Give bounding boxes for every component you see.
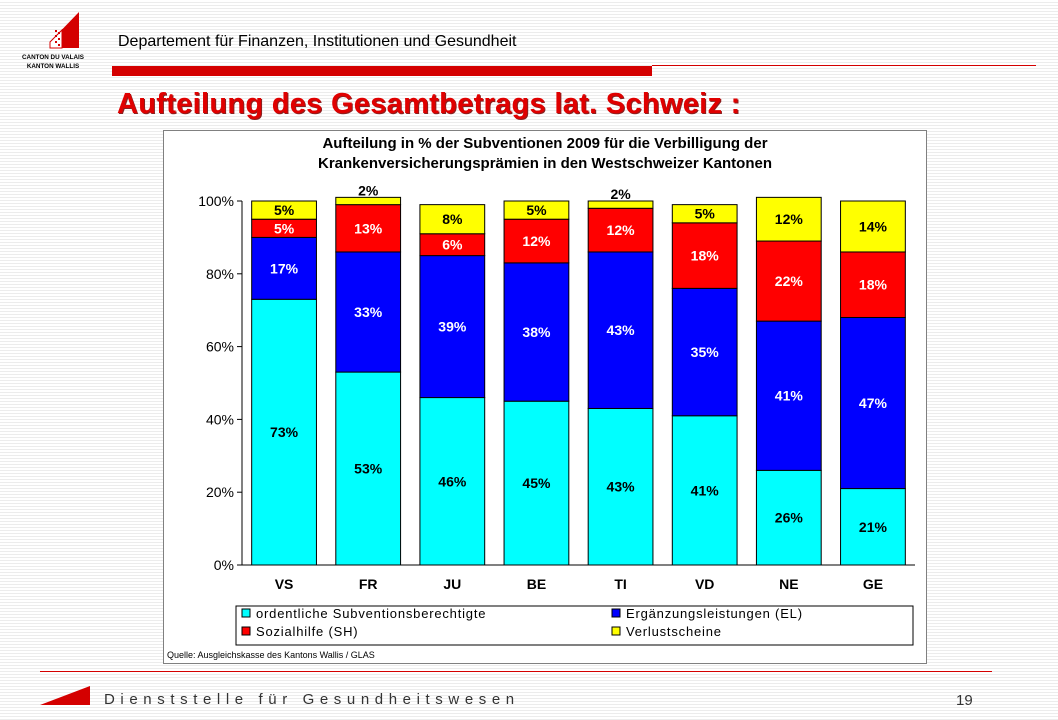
chart-title-line: Krankenversicherungsprämien in den Wests…	[318, 155, 772, 172]
bar-segment	[755, 240, 822, 322]
bar-segment	[755, 469, 822, 566]
stacked-bar-chart: Aufteilung in % der Subventionen 2009 fü…	[167, 135, 915, 660]
data-label: 33%	[354, 304, 383, 320]
bar-segment	[503, 400, 570, 566]
bar-segment	[335, 196, 402, 206]
data-label: 12%	[522, 233, 551, 249]
chart-legend-box	[235, 605, 914, 646]
legend-label: ordentliche Subventionsberechtigte	[256, 606, 486, 621]
y-tick-label: 40%	[206, 411, 234, 427]
x-tick-label: GE	[863, 576, 883, 592]
bar-segment	[840, 251, 906, 318]
data-label: 26%	[775, 510, 804, 526]
data-label: 43%	[607, 479, 636, 495]
y-tick-label: 80%	[206, 266, 234, 282]
y-tick-label: 60%	[206, 339, 234, 355]
data-label: 5%	[274, 220, 295, 236]
header-red-bar	[112, 66, 652, 76]
bar-segment	[587, 200, 654, 209]
data-label: 13%	[354, 220, 383, 236]
legend-label: Ergänzungsleistungen (EL)	[626, 606, 803, 621]
bar-segment	[587, 407, 654, 566]
bar-segment	[840, 200, 906, 253]
x-tick-label: NE	[779, 576, 798, 592]
data-label: 46%	[438, 473, 467, 489]
x-tick-label: JU	[443, 576, 461, 592]
chart-source-note: Quelle: Ausgleichskasse des Kantons Wall…	[167, 650, 375, 660]
data-label: 41%	[691, 482, 720, 498]
data-label: 47%	[859, 395, 888, 411]
logo-text-1: CANTON DU VALAIS	[22, 54, 84, 61]
bar-segment	[587, 251, 654, 409]
bar-segment	[419, 255, 486, 399]
bar-segment	[755, 196, 822, 242]
data-label: 43%	[607, 322, 636, 338]
data-label: 53%	[354, 461, 383, 477]
legend-swatch	[241, 608, 251, 618]
canton-logo: CANTON DU VALAIS KANTON WALLIS	[18, 12, 88, 78]
chart-title-line: Aufteilung in % der Subventionen 2009 fü…	[322, 135, 767, 152]
bar-segment	[671, 204, 738, 224]
data-label: 73%	[270, 424, 299, 440]
data-label: 8%	[442, 211, 463, 227]
bar-segment	[335, 251, 402, 373]
data-label: 41%	[775, 388, 804, 404]
data-label: 14%	[859, 218, 888, 234]
footer-service-name: Dienststelle für Gesundheitswesen	[104, 691, 520, 708]
data-label: 2%	[610, 186, 631, 202]
data-label: 18%	[691, 248, 720, 264]
x-tick-label: VS	[275, 576, 294, 592]
chart-panel: Aufteilung in % der Subventionen 2009 fü…	[163, 130, 927, 664]
data-label: 12%	[607, 222, 636, 238]
legend-swatch	[611, 626, 621, 636]
x-tick-label: FR	[359, 576, 378, 592]
bar-segment	[503, 262, 570, 402]
page-title: Aufteilung des Gesamtbetrags lat. Schwei…	[117, 88, 741, 120]
bar-segment	[419, 204, 486, 235]
page-number: 19	[956, 692, 973, 709]
data-label: 35%	[691, 344, 720, 360]
data-label: 45%	[522, 475, 551, 491]
legend-label: Verlustscheine	[626, 624, 722, 639]
data-label: 38%	[522, 324, 551, 340]
y-tick-label: 100%	[198, 193, 234, 209]
data-label: 5%	[274, 202, 295, 218]
bar-segment	[587, 207, 654, 253]
x-tick-label: VD	[695, 576, 714, 592]
legend-swatch	[611, 608, 621, 618]
data-label: 21%	[859, 519, 888, 535]
canton-shield-icon: CANTON DU VALAIS KANTON WALLIS	[22, 12, 84, 70]
data-label: 5%	[695, 206, 716, 222]
logo-text-2: KANTON WALLIS	[27, 63, 79, 70]
data-label: 2%	[358, 182, 379, 198]
bar-segment	[671, 415, 738, 566]
data-label: 5%	[526, 202, 547, 218]
data-label: 17%	[270, 260, 299, 276]
y-tick-label: 0%	[214, 557, 234, 573]
y-tick-label: 20%	[206, 484, 234, 500]
legend-label: Sozialhilfe (SH)	[256, 624, 358, 639]
bar-segment	[671, 222, 738, 289]
x-tick-label: TI	[614, 576, 626, 592]
header-red-line	[652, 65, 1036, 66]
bar-segment	[503, 200, 570, 220]
legend-swatch	[241, 626, 251, 636]
bar-segment	[251, 200, 317, 220]
data-label: 39%	[438, 319, 467, 335]
data-label: 22%	[775, 273, 804, 289]
data-label: 18%	[859, 277, 888, 293]
data-label: 12%	[775, 211, 804, 227]
bar-segment	[419, 397, 486, 566]
department-name: Departement für Finanzen, Institutionen …	[118, 33, 517, 50]
footer-red-line	[40, 671, 992, 672]
bar-segment	[251, 298, 317, 566]
x-tick-label: BE	[527, 576, 546, 592]
bar-segment	[671, 287, 738, 417]
bar-segment	[335, 371, 402, 566]
data-label: 6%	[442, 237, 463, 253]
bar-segment	[503, 218, 570, 264]
footer-triangle-icon	[40, 686, 90, 705]
bar-segment	[755, 320, 822, 471]
